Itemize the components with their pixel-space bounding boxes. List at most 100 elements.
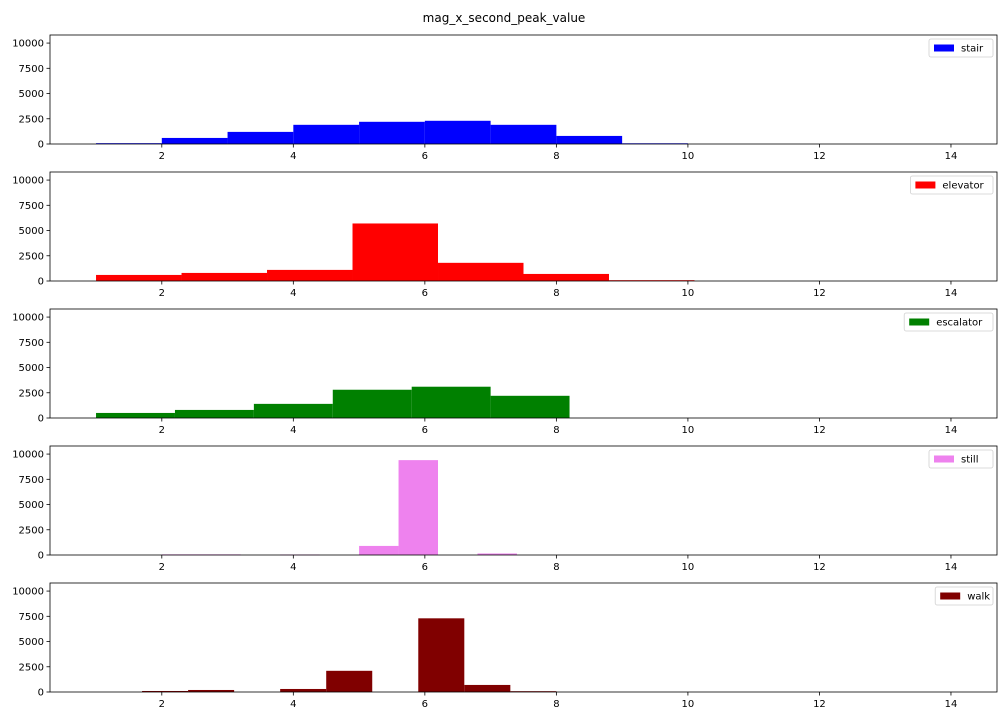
stair-ytick-label-5000: 5000 [19,89,44,100]
elevator-xtick-label-12: 12 [813,288,826,299]
walk-ytick-label-5000: 5000 [19,637,44,648]
escalator-ytick-label-5000: 5000 [19,363,44,374]
walk-xtick-label-12: 12 [813,699,826,710]
escalator-legend-box [903,312,994,332]
walk-xtick-label-8: 8 [553,699,559,710]
escalator-axes-frame [49,308,998,419]
walk-xtick-label-10: 10 [682,699,695,710]
elevator-bar-5 [523,273,609,281]
escalator-bar-4 [411,386,491,418]
stair-axes-frame [49,34,998,145]
escalator-bar-0 [96,412,175,418]
walk-xtick-label-14: 14 [945,699,958,710]
subplot-still: 2 4 6 8 10 12 14 0 2500 5000 7500 10000 still [12,445,998,573]
walk-legend-label: walk [967,592,990,603]
elevator-ytick-label-2500: 2500 [19,251,44,262]
still-xtick-label-2: 2 [159,562,165,573]
escalator-xtick-label-8: 8 [553,425,559,436]
elevator-ytick-label-10000: 10000 [12,176,44,187]
escalator-legend-swatch [909,318,930,326]
walk-ytick-label-10000: 10000 [12,587,44,598]
still-bar-4 [477,553,517,555]
stair-legend-box [928,38,994,58]
walk-bar-2 [280,688,327,692]
escalator-ytick-label-0: 0 [38,414,44,425]
still-legend-label: still [961,455,978,466]
elevator-ytick-label-5000: 5000 [19,226,44,237]
still-ytick-label-2500: 2500 [19,525,44,536]
elevator-axes-frame [49,171,998,282]
still-axes-frame [49,445,998,556]
walk-legend-swatch [940,592,961,600]
escalator-bar-3 [332,389,412,418]
elevator-legend-box [910,175,994,195]
walk-xtick-label-6: 6 [422,699,428,710]
elevator-xtick-label-10: 10 [682,288,695,299]
escalator-xtick-label-12: 12 [813,425,826,436]
stair-xtick-label-6: 6 [422,151,428,162]
still-ytick-label-7500: 7500 [19,475,44,486]
elevator-bar-1 [181,272,268,281]
escalator-xtick-label-14: 14 [945,425,958,436]
stair-bar-4 [359,121,425,144]
walk-ytick-label-7500: 7500 [19,612,44,623]
escalator-ytick-label-2500: 2500 [19,388,44,399]
walk-bar-0 [142,690,189,692]
elevator-ytick-label-0: 0 [38,277,44,288]
still-xtick-label-6: 6 [422,562,428,573]
still-bar-3 [398,460,439,555]
still-bar-2 [359,545,399,555]
walk-bar-3 [326,670,373,692]
chart-title: mag_x_second_peak_value [422,11,586,25]
stair-ytick-label-7500: 7500 [19,64,44,75]
elevator-xtick-label-6: 6 [422,288,428,299]
elevator-legend-label: elevator [942,181,984,192]
escalator-bar-1 [174,409,254,418]
escalator-legend-label: escalator [936,318,983,329]
escalator-xtick-label-4: 4 [290,425,296,436]
stair-ytick-label-10000: 10000 [12,39,44,50]
stair-bar-2 [227,131,294,144]
elevator-bar-4 [438,262,524,281]
escalator-bar-2 [253,403,333,418]
stair-xtick-label-12: 12 [813,151,826,162]
walk-bar-5 [464,684,511,692]
walk-xtick-label-4: 4 [290,699,296,710]
elevator-bar-6 [608,280,695,281]
subplot-walk: 2 4 6 8 10 12 14 0 2500 5000 7500 10000 walk [12,582,998,710]
still-xtick-label-10: 10 [682,562,695,573]
elevator-bar-3 [352,223,438,281]
walk-ytick-label-0: 0 [38,688,44,699]
stair-bar-1 [161,137,228,144]
stair-xtick-label-4: 4 [290,151,296,162]
walk-legend-box [934,586,994,606]
still-xtick-label-8: 8 [553,562,559,573]
elevator-bar-0 [96,274,182,281]
stair-ytick-label-2500: 2500 [19,114,44,125]
still-ytick-label-5000: 5000 [19,500,44,511]
elevator-legend-swatch [915,181,936,189]
stair-bar-5 [424,120,491,144]
stair-bar-3 [293,124,360,144]
elevator-xtick-label-4: 4 [290,288,296,299]
elevator-ytick-label-7500: 7500 [19,201,44,212]
elevator-xtick-label-14: 14 [945,288,958,299]
walk-axes-frame [49,582,998,693]
still-legend-box [928,449,994,469]
subplot-stair: 2 4 6 8 10 12 14 0 2500 5000 7500 10000 stair [12,34,998,162]
stair-xtick-label-10: 10 [682,151,695,162]
stair-bar-7 [556,135,623,144]
walk-xtick-label-2: 2 [159,699,165,710]
still-xtick-label-4: 4 [290,562,296,573]
walk-bar-4 [418,618,465,692]
still-legend-swatch [934,455,954,463]
stair-legend-label: stair [961,44,984,55]
stair-xtick-label-8: 8 [553,151,559,162]
walk-bar-1 [188,689,235,692]
escalator-ytick-label-7500: 7500 [19,338,44,349]
escalator-xtick-label-6: 6 [422,425,428,436]
elevator-xtick-label-2: 2 [159,288,165,299]
elevator-xtick-label-8: 8 [553,288,559,299]
stair-xtick-label-2: 2 [159,151,165,162]
